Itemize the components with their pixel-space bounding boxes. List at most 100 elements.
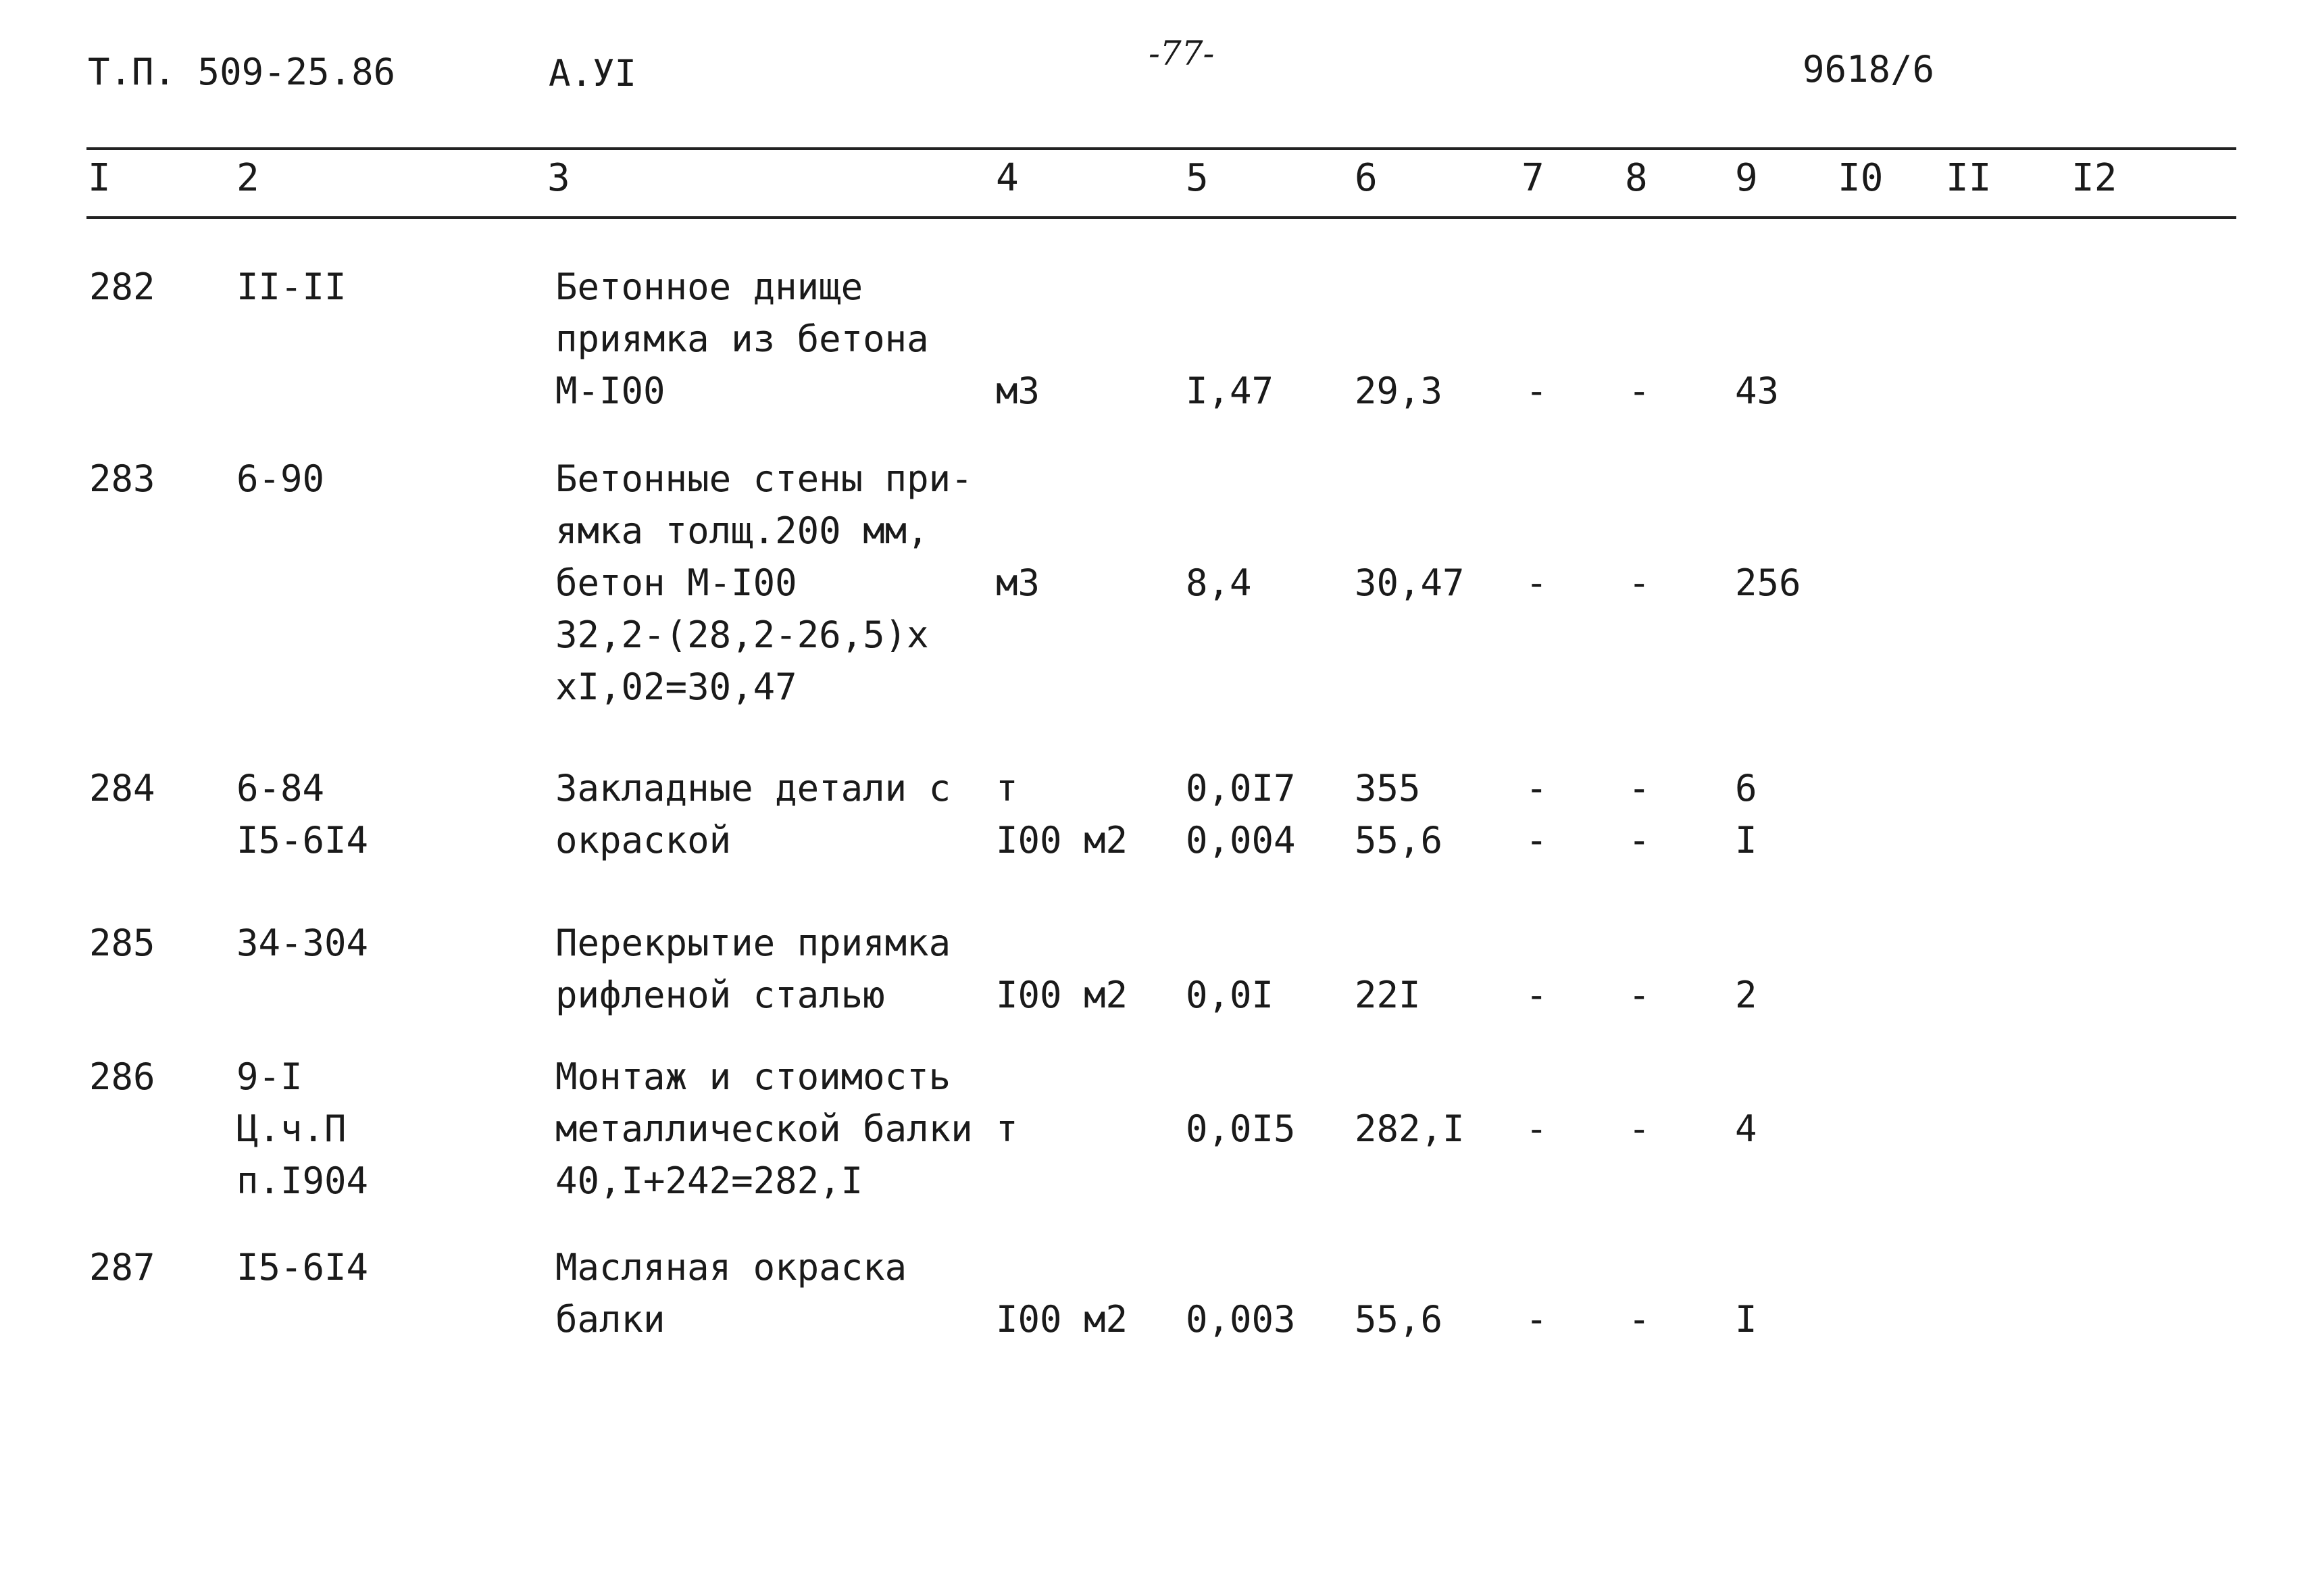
cell-unit-price: 29,3: [1355, 365, 1442, 417]
column-number: 3: [547, 156, 570, 200]
cell-position-number: 287: [89, 1241, 155, 1293]
cell-quantity-line: 0,0I5: [1186, 1107, 1296, 1150]
cell-unit-price: 22I: [1355, 969, 1421, 1021]
cell-unit: м3: [996, 557, 1040, 609]
cell-col-8: -: [1628, 1293, 1651, 1345]
cell-quantity: 0,0I5: [1186, 1103, 1296, 1155]
page-mark: -77-: [1149, 34, 1215, 73]
cell-norm-code-line: 9-I: [236, 1055, 303, 1098]
cell-unit-price-line: 355: [1355, 767, 1421, 809]
cell-col-8-line: -: [1628, 819, 1651, 862]
cell-work-description-line: Перекрытие приямка: [555, 922, 951, 964]
cell-norm-code: II-II: [236, 261, 347, 313]
cell-col-7-line: -: [1526, 819, 1548, 862]
cell-unit-line: I00 м2: [996, 974, 1128, 1016]
column-number: II: [1946, 156, 1992, 200]
cell-work-description: Перекрытие приямка рифленой сталью: [555, 917, 951, 1021]
cell-quantity: I,47: [1186, 365, 1274, 417]
column-number: 8: [1625, 156, 1648, 200]
cell-quantity: 0,003: [1186, 1293, 1296, 1345]
column-number: 6: [1355, 156, 1378, 200]
cell-position-number: 283: [89, 453, 155, 505]
cell-quantity: 8,4: [1186, 557, 1252, 609]
cell-col-9: 43: [1735, 365, 1779, 417]
cell-unit-price: 55,6: [1355, 1293, 1442, 1345]
column-number: 7: [1521, 156, 1544, 200]
cell-quantity: 0,0I7 0,004: [1186, 762, 1296, 866]
cell-col-7-line: -: [1526, 767, 1548, 809]
cell-quantity-line: 0,0I7: [1186, 767, 1296, 809]
cell-unit-price: 30,47: [1355, 557, 1465, 609]
cell-quantity-line: I,47: [1186, 370, 1274, 412]
cell-col-8: --: [1628, 762, 1651, 866]
column-number: 9: [1735, 156, 1758, 200]
cell-position-number: 282: [89, 261, 155, 313]
cell-col-8-line: -: [1628, 974, 1651, 1016]
cell-position-number: 285: [89, 917, 155, 969]
column-number: I: [88, 156, 111, 200]
cell-quantity-line: 8,4: [1186, 562, 1252, 604]
cell-position-number-line: 284: [89, 767, 155, 809]
cell-unit-price-line: 30,47: [1355, 562, 1465, 604]
cell-position-number: 286: [89, 1051, 155, 1103]
cell-col-9-line: 6: [1735, 767, 1757, 809]
cell-col-7: -: [1526, 969, 1548, 1021]
cell-work-description: Бетонные стены при-ямка толщ.200 мм, бето…: [555, 453, 973, 713]
cell-norm-code: I5-6I4: [236, 1241, 368, 1293]
cell-unit: I00 м2: [996, 1293, 1128, 1345]
cell-unit: I00 м2: [996, 969, 1128, 1021]
cell-col-9-line: I: [1735, 1298, 1757, 1341]
cell-work-description-line: Закладные детали с: [555, 767, 951, 809]
cell-norm-code: 9-I Ц.ч.П п.I904: [236, 1051, 368, 1207]
cell-norm-code: 6-84 I5-6I4: [236, 762, 368, 866]
cell-col-8-line: -: [1628, 562, 1651, 604]
cell-unit: т: [996, 1103, 1018, 1155]
cell-work-description: Бетонное днище приямка из бетона М-I00: [555, 261, 929, 417]
cell-norm-code-line: Ц.ч.П: [236, 1107, 347, 1150]
cell-position-number-line: 282: [89, 266, 155, 308]
column-number: 5: [1186, 156, 1209, 200]
cell-col-9: 2: [1735, 969, 1757, 1021]
cell-quantity-line: 0,004: [1186, 819, 1296, 862]
cell-norm-code: 6-90: [236, 453, 324, 505]
cell-unit-line: I00 м2: [996, 819, 1128, 862]
album-number: А.УI: [549, 52, 637, 95]
cell-col-9-line: 2: [1735, 974, 1757, 1016]
cell-col-7-line: -: [1526, 1298, 1548, 1341]
cell-unit-line: м3: [996, 370, 1040, 412]
cell-norm-code-line: 6-90: [236, 457, 325, 500]
cell-work-description-line: бетон М-I00: [555, 562, 797, 604]
cell-norm-code-line: II-II: [236, 266, 347, 308]
cell-work-description-line: металлической балки: [555, 1107, 973, 1150]
cell-col-8-line: -: [1628, 370, 1651, 412]
cell-unit-price-line: 22I: [1355, 974, 1421, 1016]
cell-unit-price: 282,I: [1355, 1103, 1465, 1155]
cell-unit-line: т: [996, 1107, 1018, 1150]
cell-norm-code: 34-304: [236, 917, 368, 969]
cell-work-description-line: рифленой сталью: [555, 974, 885, 1016]
cell-col-8-line: -: [1628, 1107, 1651, 1150]
cell-unit-line: I00 м2: [996, 1298, 1128, 1341]
cell-col-9: I: [1735, 1293, 1757, 1345]
cell-unit-price-line: 29,3: [1355, 370, 1443, 412]
cell-col-7-line: -: [1526, 562, 1548, 604]
cell-norm-code-line: п.I904: [236, 1159, 369, 1202]
cell-position-number-line: 286: [89, 1055, 155, 1098]
cell-col-8-line: -: [1628, 1298, 1651, 1341]
cell-position-number-line: 285: [89, 922, 155, 964]
cell-col-9-line: 43: [1735, 370, 1780, 412]
cell-col-7-line: -: [1526, 370, 1548, 412]
cell-col-7: -: [1526, 365, 1548, 417]
cell-position-number-line: 287: [89, 1246, 155, 1289]
cell-work-description-line: Монтаж и стоимость: [555, 1055, 951, 1098]
cell-unit: т I00 м2: [996, 762, 1128, 866]
cell-col-9: 4: [1735, 1103, 1757, 1155]
cell-col-8-line: -: [1628, 767, 1651, 809]
table-header-bottom-rule: [86, 216, 2236, 219]
cell-norm-code-line: 34-304: [236, 922, 369, 964]
cell-work-description-line: 40,I+242=282,I: [555, 1159, 863, 1202]
cell-col-8: -: [1628, 557, 1651, 609]
cell-unit-price-line: 282,I: [1355, 1107, 1465, 1150]
